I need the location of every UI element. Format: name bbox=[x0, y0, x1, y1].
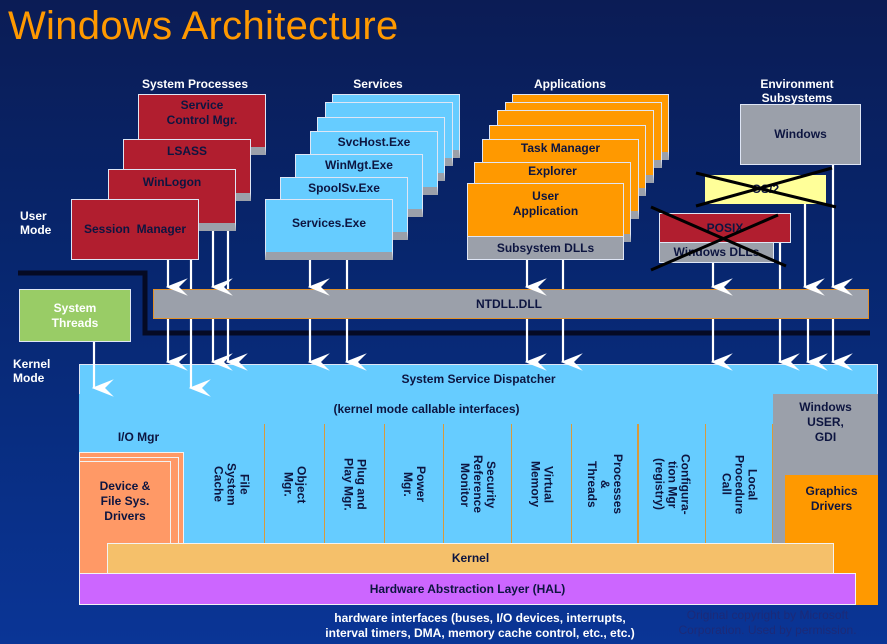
user-mode-label: User Mode bbox=[20, 209, 51, 237]
system-threads[interactable]: System Threads bbox=[19, 289, 131, 342]
component-label: Security Reference Monitor bbox=[458, 455, 498, 514]
header-services: Services bbox=[353, 77, 403, 91]
kernel-component[interactable]: Plug and Play Mgr. bbox=[325, 424, 385, 545]
kernel-component[interactable]: Power Mgr. bbox=[385, 424, 444, 545]
label-line: Kernel bbox=[13, 357, 51, 371]
header-line: Environment bbox=[760, 77, 834, 91]
service-services-exe[interactable]: Services.Exe bbox=[265, 199, 393, 260]
component-label: File System Cache bbox=[211, 463, 252, 506]
application-user-application[interactable]: User Application bbox=[467, 183, 624, 237]
component-label: Processes & Threads bbox=[585, 454, 625, 515]
hal[interactable]: Hardware Abstraction Layer (HAL) bbox=[79, 573, 856, 605]
kernel-component[interactable]: Local Procedure Call bbox=[706, 424, 773, 545]
copyright-note: Original copyright by Microsoft Corporat… bbox=[678, 608, 857, 637]
kernel-component[interactable]: Configura- tion Mgr (registry) bbox=[638, 424, 706, 547]
component-label: Local Procedure Call bbox=[719, 454, 760, 515]
io-manager-label: I/O Mgr bbox=[117, 430, 160, 444]
component-label: Power Mgr. bbox=[401, 466, 428, 503]
component-label: Configura- tion Mgr (registry) bbox=[652, 454, 693, 515]
label-line: User bbox=[20, 209, 47, 223]
component-label: Plug and Play Mgr. bbox=[341, 458, 369, 511]
graphics-drivers[interactable]: Graphics Drivers bbox=[785, 475, 878, 605]
environment-windows-dlls: Windows DLLs bbox=[659, 242, 774, 263]
kernel[interactable]: Kernel bbox=[107, 543, 834, 574]
header-applications: Applications bbox=[533, 77, 606, 91]
kernel-component[interactable]: Virtual Memory bbox=[512, 424, 572, 545]
environment-os2: OS/2 bbox=[705, 175, 826, 204]
page-title: Windows Architecture bbox=[8, 4, 399, 48]
hardware-interfaces-note: hardware interfaces (buses, I/O devices,… bbox=[325, 611, 635, 640]
component-label: Virtual Memory bbox=[528, 461, 556, 508]
kernel-component[interactable]: Security Reference Monitor bbox=[444, 424, 512, 545]
label-line: Mode bbox=[20, 223, 52, 237]
kernel-component[interactable]: Object Mgr. bbox=[265, 424, 325, 545]
header-environment-subsystems: Environment Subsystems bbox=[737, 77, 857, 105]
kernel-component[interactable]: File System Cache bbox=[198, 424, 265, 545]
system-service-dispatcher[interactable]: System Service Dispatcher bbox=[79, 364, 878, 395]
kernel-callable-interfaces: (kernel mode callable interfaces) bbox=[79, 394, 774, 425]
kernel-mode-label: Kernel Mode bbox=[13, 357, 50, 385]
component-label: Object Mgr. bbox=[281, 465, 309, 504]
environment-posix: POSIX bbox=[659, 213, 791, 243]
subsystem-dlls[interactable]: Subsystem DLLs bbox=[467, 236, 624, 260]
environment-windows[interactable]: Windows bbox=[740, 104, 861, 165]
process-session-manager[interactable]: Session Manager bbox=[71, 199, 199, 260]
ntdll-dll[interactable]: NTDLL.DLL bbox=[153, 289, 869, 319]
user-kernel-boundary bbox=[18, 270, 870, 336]
header-line: Subsystems bbox=[761, 91, 833, 105]
label-line: Mode bbox=[13, 371, 45, 385]
header-system-processes: System Processes bbox=[141, 77, 249, 91]
kernel-component[interactable]: Processes & Threads bbox=[572, 424, 638, 545]
